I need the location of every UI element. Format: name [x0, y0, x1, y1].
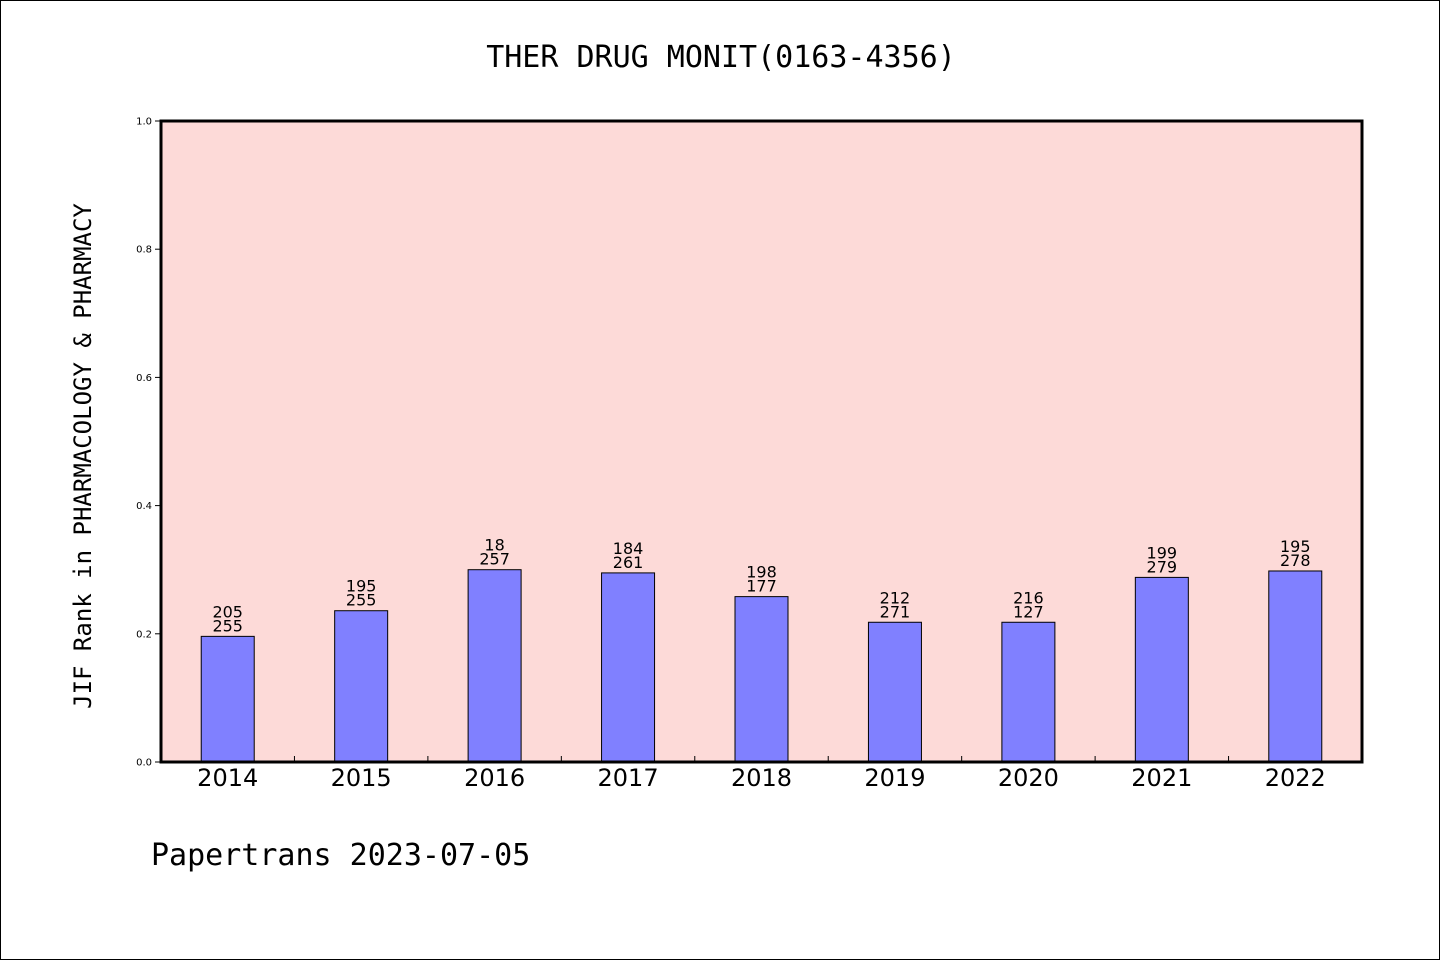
x-axis: 2014 2015 2016 2017 2018 2019 2020 2021 2022 — [197, 756, 1326, 792]
x-tick-label: 2015 — [331, 764, 392, 792]
bar-label-top: 205 — [212, 602, 243, 621]
y-tick-label: 0.6 — [136, 373, 152, 384]
bar-label-top: 212 — [880, 588, 911, 607]
x-tick-label: 2019 — [864, 764, 925, 792]
x-tick-label: 2018 — [731, 764, 792, 792]
bar-label-top: 195 — [1280, 537, 1311, 556]
bar-label-bottom: 279 — [1147, 557, 1178, 576]
bar-2016 — [467, 569, 522, 763]
bar-label-top: 18 — [484, 536, 504, 555]
y-axis-label: JIF Rank in PHARMACOLOGY & PHARMACY — [69, 203, 97, 709]
y-tick-label: 0.0 — [136, 758, 152, 769]
plot-border — [159, 119, 1364, 764]
bar-2019 — [867, 621, 922, 763]
y-axis: 0.0 0.2 0.4 0.6 0.8 1.0 — [136, 117, 161, 769]
x-tick-label: 2021 — [1131, 764, 1192, 792]
bar-label-bottom: 257 — [479, 550, 510, 569]
chart-title: THER DRUG MONIT(0163-4356) — [486, 40, 956, 75]
bar-2017 — [601, 572, 656, 763]
x-tick-label: 2022 — [1265, 764, 1326, 792]
y-tick-label: 1.0 — [136, 117, 152, 128]
bar-2022 — [1268, 570, 1323, 763]
bar-2018 — [734, 596, 789, 763]
bar-label-bottom: 271 — [880, 602, 911, 621]
bar-label-bottom: 278 — [1280, 551, 1311, 570]
bar-2014 — [200, 635, 255, 763]
bars — [200, 569, 1323, 763]
x-tick-label: 2020 — [998, 764, 1059, 792]
bar-2020 — [1001, 621, 1056, 763]
bar-2015 — [334, 610, 389, 763]
x-tick-label: 2016 — [464, 764, 525, 792]
bar-label-top: 216 — [1013, 588, 1044, 607]
bar-label-top: 198 — [746, 563, 777, 582]
bar-label-bottom: 255 — [346, 591, 377, 610]
y-tick-label: 0.2 — [136, 629, 152, 640]
bar-label-bottom: 261 — [613, 553, 644, 572]
bar-label-bottom: 127 — [1013, 602, 1044, 621]
bar-label-bottom: 255 — [212, 616, 243, 635]
bar-label-bottom: 177 — [746, 577, 777, 596]
y-tick-label: 0.8 — [136, 245, 152, 256]
bar-label-top: 184 — [613, 539, 644, 558]
bar-2021 — [1134, 576, 1189, 763]
y-tick-label: 0.4 — [136, 501, 152, 512]
x-tick-label: 2017 — [598, 764, 659, 792]
x-tick-label: 2014 — [197, 764, 258, 792]
footer-credit: Papertrans 2023-07-05 — [151, 838, 530, 873]
bar-data-labels: 2052551952551825718426119817721227121612… — [212, 536, 1310, 636]
bar-label-top: 195 — [346, 577, 377, 596]
bar-label-top: 199 — [1147, 543, 1178, 562]
